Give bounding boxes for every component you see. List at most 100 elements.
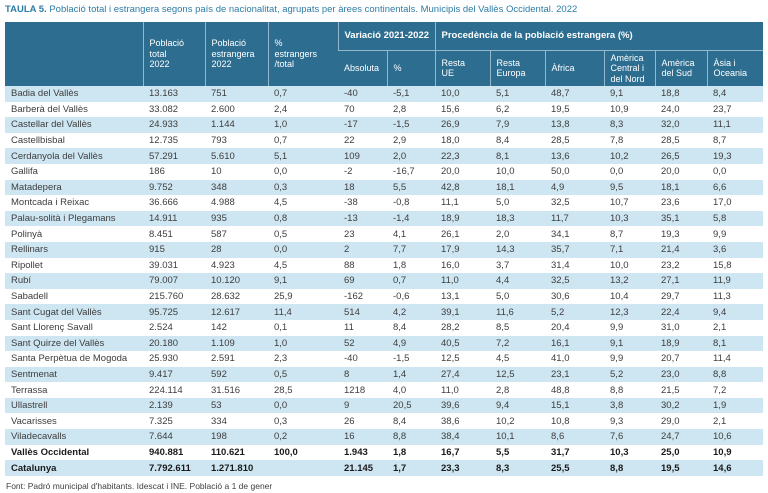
value-cell: 10,2: [496, 415, 515, 427]
value-cell: 48,8: [551, 384, 570, 396]
value-cell: 1,8: [393, 446, 407, 458]
value-cell: 42,8: [435, 179, 491, 196]
value-cell: 14,3: [490, 241, 546, 258]
value-cell: 28,5: [274, 384, 293, 396]
value-cell: 2,4: [274, 103, 288, 115]
value-cell: -17: [338, 117, 387, 133]
value-cell: 4,9: [387, 335, 436, 352]
value-cell: 32,5: [551, 197, 570, 209]
value-cell: 7,2: [490, 335, 546, 352]
value-cell: 1.109: [205, 335, 268, 352]
value-cell: 8: [338, 366, 387, 383]
value-cell: 940.881: [149, 446, 184, 458]
value-cell: 33.082: [149, 103, 179, 115]
value-cell: 16,0: [441, 259, 460, 271]
value-cell: 10,0: [610, 259, 629, 271]
value-cell: 21,5: [661, 384, 680, 396]
value-cell: 0,1: [274, 322, 288, 334]
municipality-cell: Terrassa: [11, 384, 48, 396]
municipality-cell: Castellbisbal: [11, 135, 65, 147]
value-cell: 5,5: [387, 179, 436, 196]
value-cell: 38,4: [435, 429, 491, 445]
municipality-cell: Santa Perpètua de Mogoda: [11, 353, 128, 365]
value-cell: 6,2: [496, 103, 510, 115]
value-cell: 5,2: [545, 304, 605, 320]
value-cell: 1.271.810: [205, 460, 268, 476]
value-cell: 10,6: [707, 429, 764, 445]
value-cell: 31,7: [551, 446, 570, 458]
value-cell: 39,1: [435, 304, 491, 320]
value-cell: 20.180: [143, 335, 205, 352]
value-cell: 4,1: [393, 228, 407, 240]
table-row: Palau-solità i Plegamans 14.911 935 0,8 -13-…: [5, 210, 764, 227]
value-cell: 14,6: [707, 460, 764, 476]
municipality-cell: Sentmenat: [5, 366, 143, 383]
value-cell: 7,7: [387, 241, 436, 258]
value-cell: 514: [338, 304, 387, 320]
value-cell: 13.163: [143, 86, 205, 102]
value-cell: 22: [344, 135, 355, 147]
value-cell: 18,9: [655, 335, 708, 352]
value-cell: 26: [344, 415, 355, 427]
group-header-variacio: Variació 2021-2022: [337, 22, 436, 50]
col-header-africa: Àfrica: [544, 49, 605, 86]
value-cell: 0,0: [268, 241, 338, 258]
value-cell: 2.600: [211, 103, 235, 115]
value-cell: 7.644: [143, 429, 205, 445]
value-cell: 20,4: [551, 322, 570, 334]
page-title: TAULA 5. Població total i estrangera seg…: [5, 4, 763, 16]
value-cell: 24,7: [655, 429, 708, 445]
value-cell: -0,8: [393, 197, 410, 209]
value-cell: 29,0: [661, 415, 680, 427]
value-cell: -5,1: [387, 86, 436, 102]
col-header-absoluta: Absoluta: [338, 49, 387, 86]
corner-header-cell: [5, 22, 143, 86]
value-cell: 1218: [344, 384, 366, 396]
value-cell: 186: [149, 166, 165, 178]
value-cell: 793: [211, 135, 227, 147]
value-cell: 100,0: [274, 446, 298, 458]
value-cell: 16,1: [545, 335, 605, 352]
value-cell: 1,4: [387, 366, 436, 383]
value-cell: 348: [205, 179, 268, 196]
value-cell: 39.031: [149, 259, 179, 271]
value-cell: 28.632: [211, 291, 241, 303]
value-cell: 224.114: [149, 384, 183, 396]
value-cell: 19,5: [655, 460, 708, 476]
municipality-cell: Castellar del Vallès: [5, 117, 143, 133]
value-cell: 7,9: [490, 117, 546, 133]
value-cell: 6,6: [707, 179, 764, 196]
value-cell: 4,5: [274, 197, 288, 209]
value-cell: 32,0: [655, 117, 708, 133]
value-cell: 17,0: [713, 197, 732, 209]
value-cell: 48,7: [545, 86, 605, 102]
value-cell: 8.451: [149, 228, 173, 240]
value-cell: 198: [205, 429, 268, 445]
municipality-cell: Cerdanyola del Vallès: [5, 148, 143, 164]
value-cell: 5,1: [490, 86, 546, 102]
col-header-pct-estrangers: % estrangers /total: [267, 22, 338, 86]
value-cell: 11,4: [713, 353, 731, 365]
value-cell: 25,5: [545, 460, 605, 476]
col-header-resta-ue: Resta UE: [434, 49, 491, 86]
value-cell: 2.524: [149, 322, 173, 334]
value-cell: 41,0: [551, 353, 570, 365]
value-cell: 8,1: [707, 335, 764, 352]
table-row: Castellbisbal 12.735 793 0,7 22 2,9 18,0 8,4 28,…: [5, 133, 763, 149]
municipality-cell: Catalunya: [5, 460, 143, 476]
value-cell: -162: [344, 291, 364, 303]
value-cell: 2,3: [274, 353, 288, 365]
value-cell: 31.516: [211, 384, 241, 396]
value-cell: 2,8: [496, 384, 510, 396]
value-cell: 79.007: [143, 273, 205, 289]
group-header-procedencia: Procedència de la població estrangera (%…: [434, 22, 764, 50]
value-cell: 10,9: [713, 446, 732, 458]
value-cell: 10,0: [435, 86, 491, 102]
value-cell: 15,6: [441, 103, 460, 115]
value-cell: 9.417: [143, 366, 205, 383]
value-cell: 2,8: [393, 103, 407, 115]
value-cell: 8,8: [610, 384, 624, 396]
value-cell: 8,3: [604, 117, 656, 133]
value-cell: 18,1: [490, 179, 546, 196]
